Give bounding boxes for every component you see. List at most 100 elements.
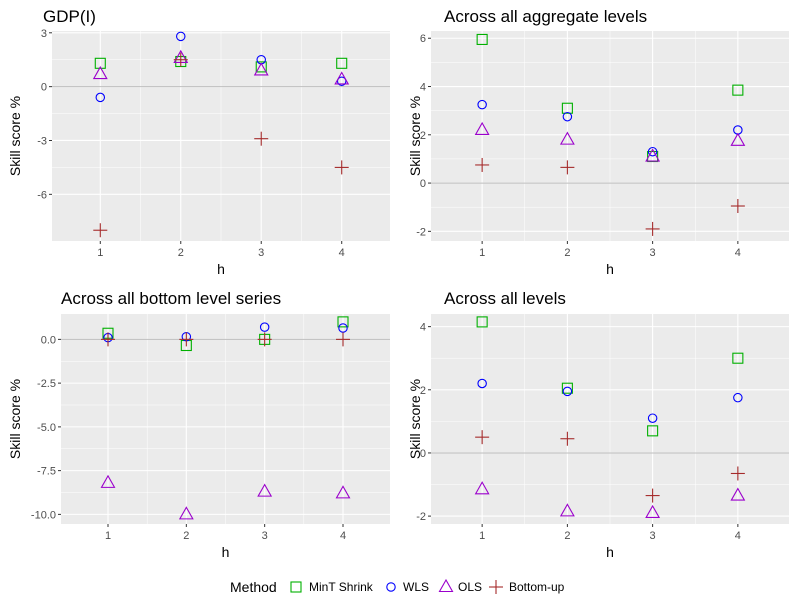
data-point <box>94 57 106 69</box>
data-point <box>259 322 270 332</box>
legend-item-ols: OLS <box>438 578 482 594</box>
data-point <box>559 503 575 517</box>
y-tick-label: 2 <box>420 385 426 397</box>
data-point <box>173 52 188 67</box>
data-point <box>645 488 660 503</box>
data-point <box>559 131 575 145</box>
data-point <box>95 92 106 103</box>
data-point <box>474 481 490 495</box>
data-point <box>645 221 660 236</box>
data-point <box>101 332 115 347</box>
data-point <box>562 111 573 122</box>
y-axis-title: Skill score % <box>7 96 23 176</box>
series-bottom-up <box>93 52 349 238</box>
data-point <box>477 378 487 389</box>
data-point <box>337 316 349 328</box>
y-tick-label: -10.0 <box>31 509 56 521</box>
panel-1: 3 0 -3 -6 1 2 3 4 GDP(I) h Skill score % <box>7 7 390 277</box>
legend-label: OLS <box>458 580 482 594</box>
y-tick-label: -2 <box>416 511 426 523</box>
x-tick-label: 2 <box>564 247 570 259</box>
data-point <box>476 316 488 328</box>
y-tick-label: 0 <box>420 178 426 190</box>
legend: Method MinT Shrink WLS OLS Bottom-up <box>230 578 565 595</box>
data-point <box>255 61 267 73</box>
data-point <box>334 160 349 175</box>
data-point <box>474 121 490 136</box>
data-point <box>178 506 194 520</box>
legend-key-triangle <box>438 578 454 593</box>
y-tick-label: -7.5 <box>37 466 56 478</box>
x-tick-label: 1 <box>97 247 103 259</box>
x-tick-label: 4 <box>339 247 345 259</box>
series-wls <box>477 378 743 423</box>
legend-item-mint-shrink: MinT Shrink <box>290 580 374 594</box>
x-axis-title: h <box>606 544 614 560</box>
series-wls <box>477 99 743 157</box>
data-point <box>179 332 194 347</box>
data-point <box>647 425 659 437</box>
data-point <box>338 323 348 333</box>
y-tick-label: 0.0 <box>41 334 56 346</box>
y-tick-label: -3 <box>37 135 47 147</box>
legend-label: Bottom-up <box>509 580 565 594</box>
x-tick-label: 3 <box>650 247 656 259</box>
y-tick-label: -2 <box>416 226 426 238</box>
data-point <box>176 31 186 42</box>
data-point <box>730 199 745 213</box>
data-point <box>561 382 573 394</box>
panel-3: 0.0 -2.5 -5.0 -7.5 -10.0 1 2 3 4 Across all botto… <box>7 289 390 560</box>
legend-label: WLS <box>403 580 429 594</box>
series-wls <box>95 31 347 103</box>
x-tick-label: 3 <box>650 530 656 542</box>
y-axis-title: Skill score % <box>407 379 423 459</box>
data-point <box>336 332 350 347</box>
x-tick-label: 3 <box>262 530 268 542</box>
y-tick-label: 4 <box>420 322 426 334</box>
series-ols <box>100 474 351 520</box>
x-tick-label: 2 <box>564 530 570 542</box>
data-point <box>561 102 573 114</box>
x-axis-title: h <box>222 544 230 560</box>
panel-title: Across all levels <box>444 289 566 308</box>
data-point <box>92 65 108 80</box>
y-tick-label: -2.5 <box>37 378 56 390</box>
y-axis-title: Skill score % <box>7 379 23 459</box>
x-tick-label: 2 <box>183 530 189 542</box>
data-point <box>477 99 487 110</box>
x-tick-label: 4 <box>340 530 346 542</box>
y-tick-label: 4 <box>420 82 426 94</box>
y-axis-title: Skill score % <box>407 96 423 176</box>
data-point <box>730 132 746 146</box>
x-tick-label: 1 <box>479 530 485 542</box>
data-point <box>730 466 745 481</box>
x-tick-label: 2 <box>178 247 184 259</box>
y-tick-label: 2 <box>420 130 426 142</box>
data-point <box>647 413 658 423</box>
series-bottom-up <box>101 332 350 347</box>
data-point <box>336 57 348 69</box>
series-ols <box>474 481 746 518</box>
data-point <box>732 352 744 364</box>
legend-label: MinT Shrink <box>309 580 374 594</box>
data-point <box>257 332 272 347</box>
legend-key-square <box>290 581 302 593</box>
x-tick-label: 1 <box>105 530 111 542</box>
data-point <box>475 157 490 172</box>
data-point <box>334 71 350 85</box>
data-point <box>336 76 347 87</box>
data-point <box>645 504 661 518</box>
panel-title: Across all aggregate levels <box>444 7 647 26</box>
data-point <box>476 33 488 45</box>
y-tick-label: -6 <box>37 189 47 201</box>
x-axis-title: h <box>606 261 614 277</box>
x-tick-label: 1 <box>479 247 485 259</box>
data-point <box>100 474 116 488</box>
y-tick-label: 6 <box>420 33 426 45</box>
data-point <box>93 223 108 238</box>
data-point <box>733 392 743 403</box>
data-point <box>730 487 746 501</box>
series-ols <box>474 121 746 162</box>
data-point <box>257 483 273 497</box>
